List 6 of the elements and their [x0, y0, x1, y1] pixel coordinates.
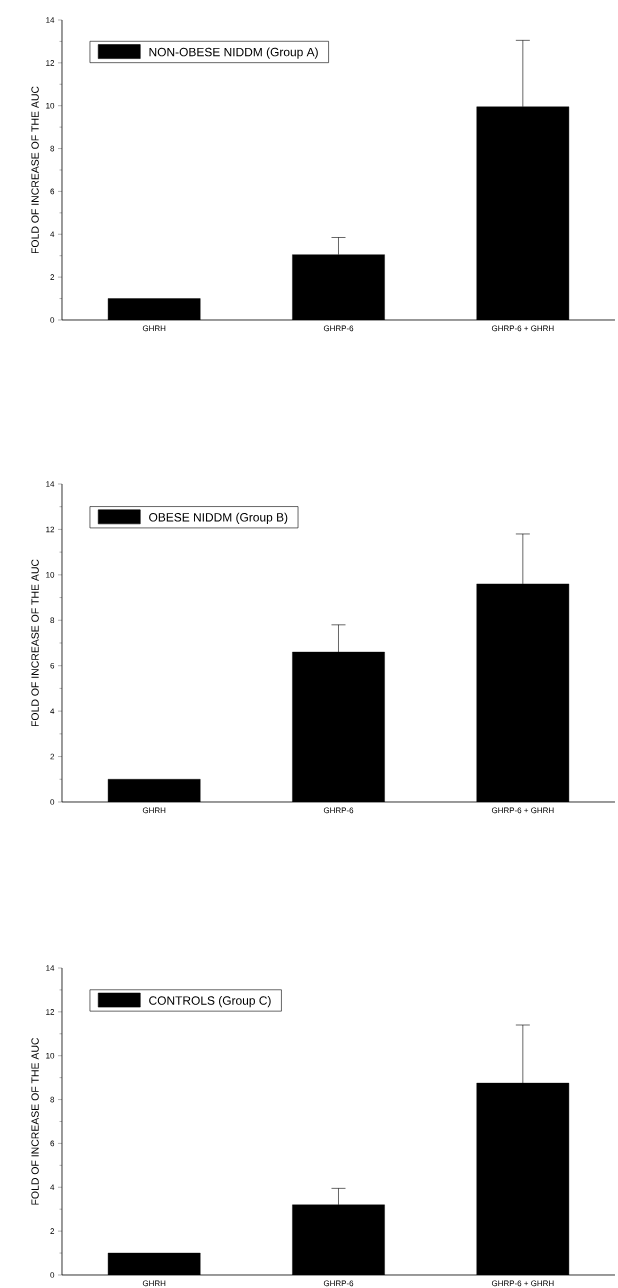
y-axis-title: FOLD OF INCREASE OF THE AUC	[31, 1037, 39, 1205]
y-axis-title: FOLD OF INCREASE OF THE AUC	[31, 86, 39, 254]
legend-label: CONTROLS (Group C)	[149, 996, 271, 1008]
y-axis-title: FOLD OF INCREASE OF THE AUC	[31, 559, 39, 727]
legend-label: NON-OBESE NIDDM (Group A)	[149, 47, 318, 59]
legend-label: OBESE NIDDM (Group B)	[149, 512, 288, 524]
